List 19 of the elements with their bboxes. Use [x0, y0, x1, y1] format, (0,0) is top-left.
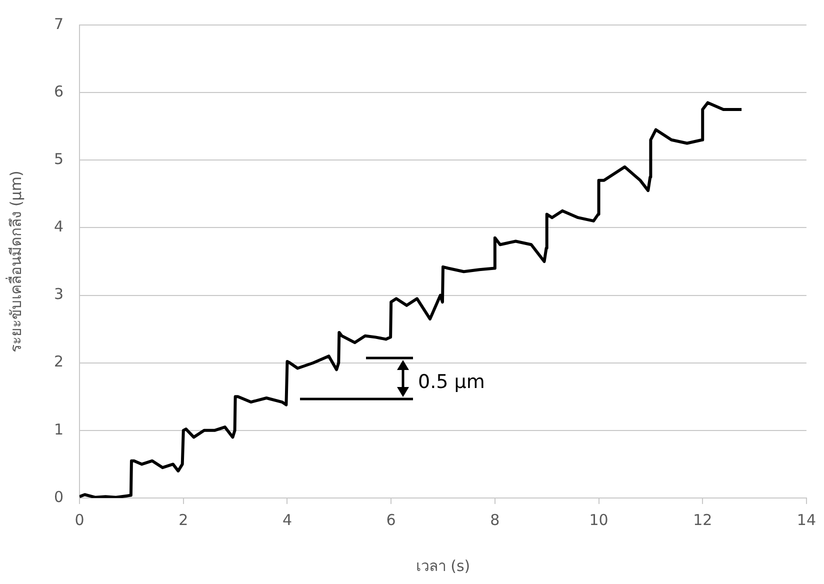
x-tick-label: 8 — [490, 510, 500, 529]
x-tick-label: 10 — [589, 510, 608, 529]
x-tick-label: 6 — [386, 510, 396, 529]
y-tick-label: 5 — [54, 150, 64, 168]
x-tick-label: 0 — [74, 510, 84, 529]
x-tick-label: 4 — [282, 510, 292, 529]
y-tick-label: 3 — [54, 285, 64, 304]
x-axis-title: เวลา (s) — [416, 556, 470, 575]
x-tick-label: 14 — [796, 510, 816, 529]
y-tick-label: 1 — [54, 420, 64, 438]
y-axis-title: ระยะขับเคลื่อนมีดกลึง (µm) — [4, 170, 25, 352]
y-tick-label: 0 — [54, 488, 64, 506]
x-tick-label: 2 — [178, 510, 188, 529]
y-tick-label: 6 — [54, 82, 64, 100]
y-tick-label: 4 — [54, 218, 64, 236]
y-tick-label: 7 — [54, 14, 64, 33]
annotation: 0.5 µm — [418, 371, 485, 393]
x-tick-label: 12 — [693, 510, 712, 529]
y-tick-label: 2 — [54, 352, 64, 371]
